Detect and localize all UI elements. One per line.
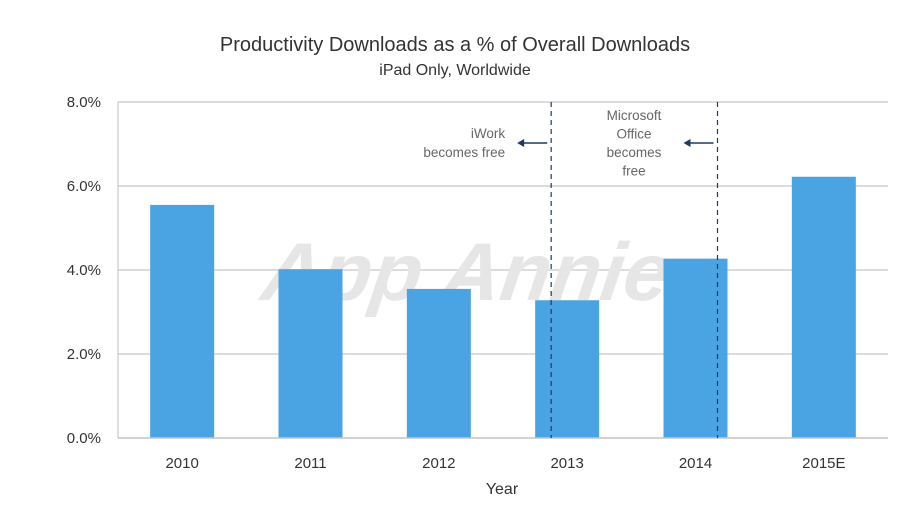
bars xyxy=(150,176,856,438)
annotation-text: becomes free xyxy=(423,145,505,160)
x-tick-label: 2013 xyxy=(550,455,583,472)
annotations: iWork becomes free Microsoft Office becomes f… xyxy=(423,102,719,438)
y-tick-label: 4.0% xyxy=(67,262,101,279)
x-tick-label: 2014 xyxy=(679,455,712,472)
annotation-text: iWork xyxy=(471,126,506,141)
annotation-text: Office xyxy=(616,127,651,142)
bar-2012 xyxy=(406,288,471,438)
chart-subtitle: iPad Only, Worldwide xyxy=(379,62,531,79)
event-arrowhead xyxy=(517,139,525,147)
annotation-text: free xyxy=(622,164,645,179)
y-tick-label: 2.0% xyxy=(67,346,101,363)
x-axis-label: Year xyxy=(486,481,519,498)
bar-2015e xyxy=(791,176,856,438)
x-tick-label: 2011 xyxy=(294,455,326,472)
bar-2010 xyxy=(150,204,215,438)
axes: 0.0% 2.0% 4.0% 6.0% 8.0% 2010 2011 2012 2013 2014… xyxy=(67,94,888,472)
chart-title: Productivity Downloads as a % of Overall… xyxy=(219,34,691,56)
annotation-text: Microsoft xyxy=(607,108,662,123)
bar-2013 xyxy=(535,300,600,438)
annotation-text: becomes xyxy=(607,145,662,160)
x-tick-label: 2012 xyxy=(422,455,455,472)
bar-2014 xyxy=(663,258,728,438)
y-tick-label: 0.0% xyxy=(67,430,101,447)
bar-2011 xyxy=(278,269,343,438)
x-tick-label: 2010 xyxy=(165,455,198,472)
y-tick-label: 8.0% xyxy=(67,94,101,111)
y-tick-label: 6.0% xyxy=(67,178,101,195)
event-arrowhead xyxy=(683,139,691,147)
x-tick-label: 2015E xyxy=(802,455,845,472)
